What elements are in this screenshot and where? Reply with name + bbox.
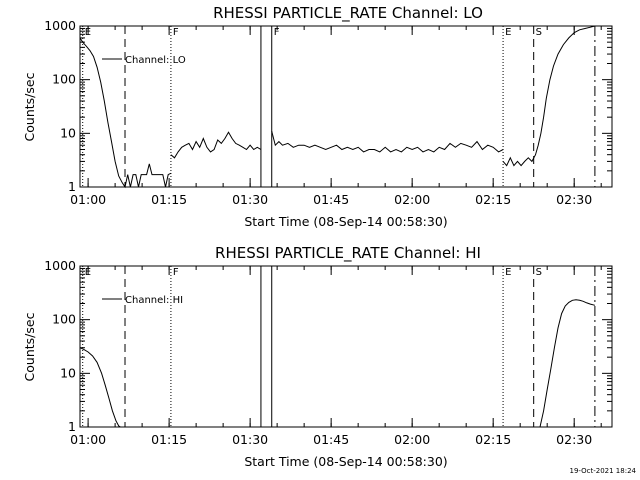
panel-lo-xlabel: Start Time (08-Sep-14 00:58:30)	[244, 214, 447, 229]
y-tick-label: 10	[60, 125, 76, 140]
legend-label-lo: Channel: LO	[125, 55, 186, 66]
plot-frame	[79, 265, 613, 428]
y-tick-label: 100	[52, 312, 76, 327]
time-marker-label: F	[173, 267, 179, 278]
y-tick-label: 1000	[44, 18, 76, 33]
panel-hi: RHESSI PARTICLE_RATE Channel: HI 1101001…	[22, 244, 613, 469]
time-marker-label: F	[173, 27, 179, 38]
series-line	[271, 130, 504, 153]
x-tick-label: 02:30	[556, 192, 592, 207]
plot-frame	[79, 25, 613, 188]
footer-timestamp: 19-Oct-2021 18:24	[570, 467, 637, 475]
x-tick-label: 01:00	[70, 432, 106, 447]
y-tick-label: 10	[60, 365, 76, 380]
x-tick-label: 01:15	[151, 432, 187, 447]
x-tick-label: 01:30	[232, 432, 268, 447]
y-tick-label: 1	[68, 419, 76, 434]
series-line	[170, 131, 262, 159]
time-marker-label: F	[274, 27, 280, 38]
series-line	[502, 25, 596, 167]
panel-hi-ylabel: Counts/sec	[22, 312, 37, 381]
time-marker-label: E	[505, 267, 511, 278]
time-marker-label: E	[85, 267, 91, 278]
series-line	[539, 299, 596, 428]
y-tick-label: 100	[52, 72, 76, 87]
panel-hi-marks: 1 10 100 1000 01:00 01:15 01:30 01:45 02:00 02:15…	[44, 258, 613, 447]
panel-lo-ylabel: Counts/sec	[22, 72, 37, 141]
panel-hi-xlabel: Start Time (08-Sep-14 00:58:30)	[244, 454, 447, 469]
x-tick-label: 01:30	[232, 192, 268, 207]
panel-lo-marks: 1 10 100 1000 01:00 01:15 01:30 01:45 02:00 02:15…	[44, 18, 613, 207]
x-tick-label: 02:30	[556, 432, 592, 447]
time-marker-label: E	[505, 27, 511, 38]
time-marker-label: E	[85, 27, 91, 38]
x-tick-label: 02:15	[475, 432, 511, 447]
x-tick-label: 01:45	[313, 192, 349, 207]
y-tick-label: 1000	[44, 258, 76, 273]
x-tick-label: 02:00	[394, 192, 430, 207]
x-tick-label: 01:45	[313, 432, 349, 447]
panel-lo: RHESSI PARTICLE_RATE Channel: LO 1101001…	[22, 4, 613, 229]
x-tick-label: 02:15	[475, 192, 511, 207]
panel-hi-title: RHESSI PARTICLE_RATE Channel: HI	[215, 244, 481, 263]
x-tick-label: 02:00	[394, 432, 430, 447]
time-marker-label: S	[536, 267, 542, 278]
legend-label-hi: Channel: HI	[125, 295, 183, 306]
x-tick-label: 01:00	[70, 192, 106, 207]
x-tick-label: 01:15	[151, 192, 187, 207]
time-marker-label: S	[536, 27, 542, 38]
series-line	[79, 347, 121, 428]
panel-lo-title: RHESSI PARTICLE_RATE Channel: LO	[213, 4, 483, 23]
y-tick-label: 1	[68, 179, 76, 194]
